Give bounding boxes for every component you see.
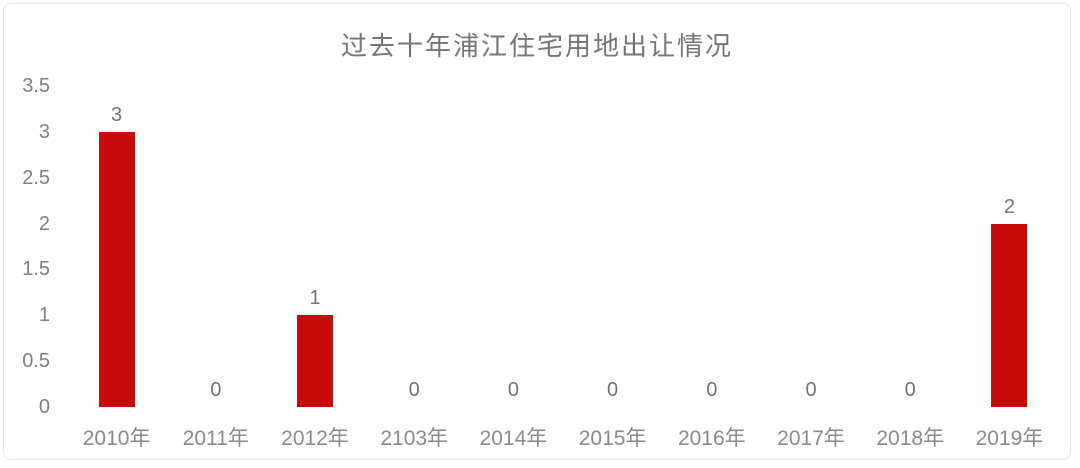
y-tick-label: 3.5 xyxy=(22,75,50,97)
x-axis-label: 2014年 xyxy=(479,427,548,450)
y-tick-label: 2.5 xyxy=(22,166,50,189)
bar xyxy=(98,131,135,407)
x-axis-label: 2018年 xyxy=(876,427,945,450)
bar-value-label: 2 xyxy=(1003,195,1015,218)
y-tick-label: 0.5 xyxy=(22,350,50,373)
x-axis-label: 2016年 xyxy=(677,427,746,450)
bar-column: 0 xyxy=(464,86,563,407)
y-tick-label: 3 xyxy=(38,120,50,143)
bar-column: 0 xyxy=(166,86,265,407)
bar-column: 3 xyxy=(67,86,166,407)
x-axis-label: 2019年 xyxy=(975,427,1044,450)
bar-value-label: 0 xyxy=(805,379,817,401)
y-tick-label: 0 xyxy=(38,396,50,418)
y-tick-label: 2 xyxy=(38,212,50,235)
bar-column: 2 xyxy=(960,86,1059,407)
y-axis: 3.5 3 2.5 2 1.5 1 0.5 0 xyxy=(4,75,50,418)
x-axis-label: 2010年 xyxy=(82,427,151,450)
x-axis-label: 2015年 xyxy=(578,427,647,450)
bar-value-label: 0 xyxy=(507,379,519,401)
x-axis-label: 2103年 xyxy=(380,427,449,450)
plot-area: 3 0 1 0 0 0 0 0 0 2 xyxy=(67,86,1059,407)
bar-column: 1 xyxy=(265,86,364,407)
bar-value-label: 0 xyxy=(904,379,916,401)
bar-value-label: 0 xyxy=(210,379,222,401)
y-tick-label: 1 xyxy=(38,304,50,327)
x-axis-label: 2011年 xyxy=(182,427,249,450)
bar-column: 0 xyxy=(563,86,662,407)
bar-column: 0 xyxy=(861,86,960,407)
bar-value-label: 0 xyxy=(706,379,718,401)
bar xyxy=(297,315,333,407)
x-axis-label: 2012年 xyxy=(281,427,349,450)
chart-card: 过去十年浦江住宅用地出让情况 3.5 3 2.5 2 1.5 1 0.5 0 3 0 1 0 0 0 0 0… xyxy=(3,3,1071,460)
bar-value-label: 1 xyxy=(309,287,321,310)
bar-value-label: 3 xyxy=(111,103,123,126)
bar xyxy=(991,223,1028,407)
x-axis: 2010年 2011年 2012年 2103年 2014年 2015年 2016年 2017年… xyxy=(67,422,1059,452)
x-axis-label: 2017年 xyxy=(777,427,845,450)
chart-title: 过去十年浦江住宅用地出让情况 xyxy=(340,31,733,61)
bar-column: 0 xyxy=(662,86,761,407)
bar-column: 0 xyxy=(365,86,464,407)
bar-column: 0 xyxy=(761,86,860,407)
bar-value-label: 0 xyxy=(607,379,619,401)
bar-value-label: 0 xyxy=(408,379,420,401)
y-tick-label: 1.5 xyxy=(22,258,50,281)
